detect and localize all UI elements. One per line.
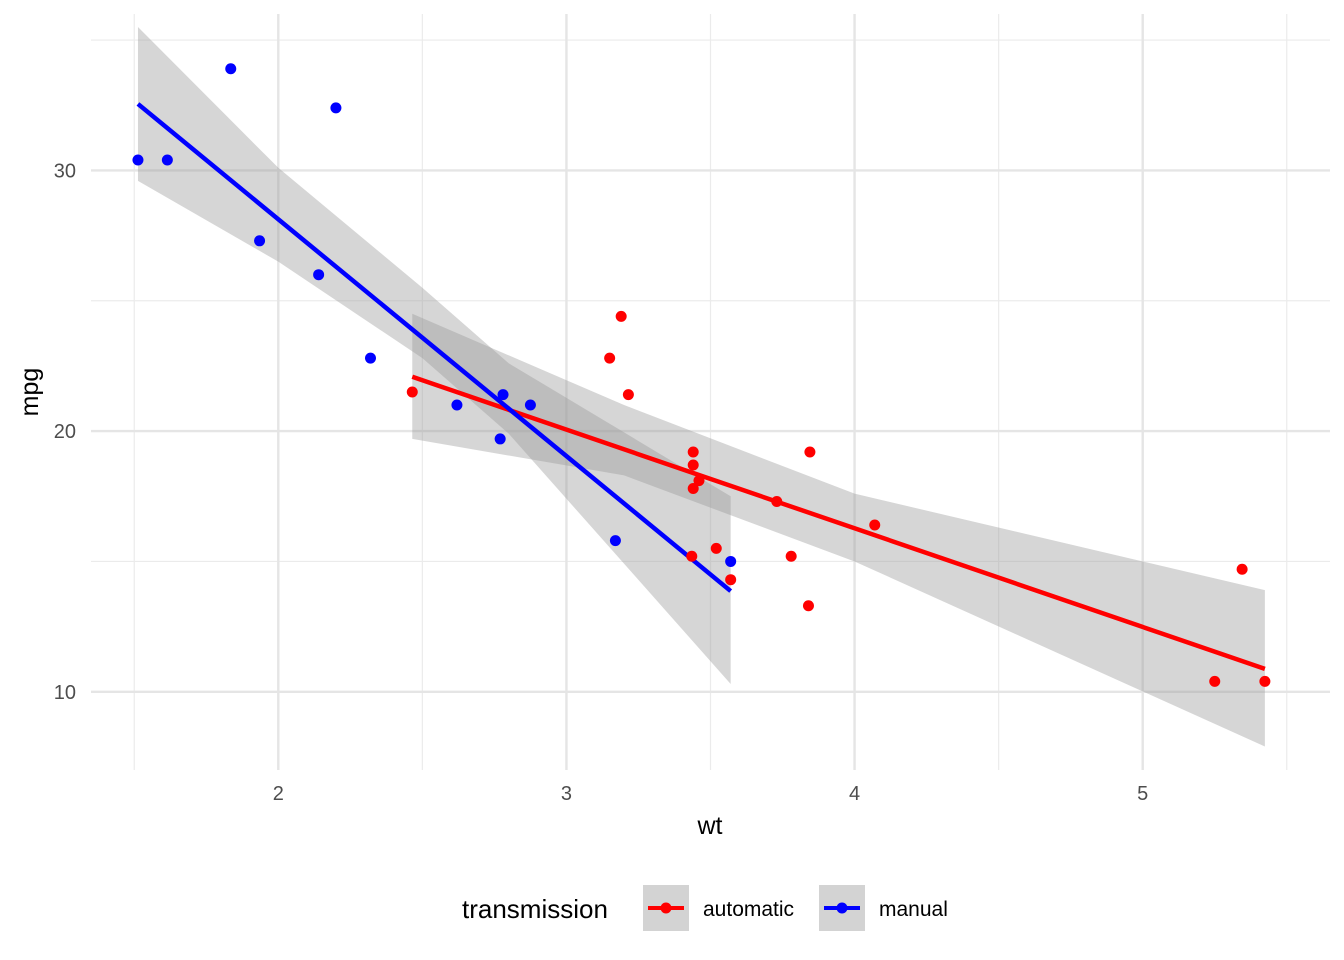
legend-item-manual: manual	[819, 885, 948, 931]
minor-gridlines	[91, 14, 1330, 770]
point-automatic	[622, 389, 634, 401]
legend-key-point-automatic	[660, 902, 672, 914]
point-automatic	[725, 574, 737, 586]
y-tick-label: 20	[54, 421, 76, 443]
point-manual	[132, 154, 144, 166]
ci-band-automatic	[412, 313, 1265, 747]
point-automatic	[1259, 675, 1271, 687]
point-automatic	[615, 310, 627, 322]
y-tick-label: 10	[54, 682, 76, 704]
confidence-bands	[137, 27, 1265, 747]
major-gridlines	[91, 14, 1330, 770]
point-automatic	[687, 482, 699, 494]
y-tick-label: 30	[54, 160, 76, 182]
point-automatic	[785, 550, 797, 562]
x-tick-label: 5	[1137, 783, 1148, 805]
data-points	[132, 63, 1271, 687]
legend-item-automatic: automatic	[643, 885, 794, 931]
legend-label-manual: manual	[879, 898, 948, 921]
point-automatic	[771, 495, 783, 507]
point-automatic	[687, 459, 699, 471]
y-tick-labels: 10 20 30	[54, 160, 76, 703]
x-tick-label: 4	[849, 783, 860, 805]
point-automatic	[687, 446, 699, 458]
point-automatic	[686, 550, 698, 562]
point-manual	[161, 154, 173, 166]
x-axis-title: wt	[697, 812, 723, 840]
fit-lines	[136, 102, 1266, 671]
point-automatic	[710, 542, 722, 554]
point-manual	[451, 399, 463, 411]
point-manual	[497, 389, 509, 401]
point-automatic	[869, 519, 881, 531]
point-manual	[609, 535, 621, 547]
legend-label-automatic: automatic	[703, 898, 794, 921]
point-manual	[524, 399, 536, 411]
point-automatic	[604, 352, 616, 364]
point-manual	[364, 352, 376, 364]
legend-key-point-manual	[836, 902, 848, 914]
legend-title: transmission	[462, 894, 608, 924]
point-manual	[254, 235, 266, 247]
y-axis-title: mpg	[16, 368, 44, 417]
x-tick-labels: 2 3 4 5	[273, 783, 1149, 805]
point-automatic	[693, 475, 705, 487]
point-manual	[313, 269, 325, 281]
x-tick-label: 3	[561, 783, 572, 805]
fit-line-automatic	[411, 374, 1266, 671]
point-automatic	[1236, 563, 1248, 575]
point-manual	[330, 102, 342, 114]
point-manual	[225, 63, 237, 75]
point-automatic	[406, 386, 418, 398]
x-tick-label: 2	[273, 783, 284, 805]
point-automatic	[804, 446, 816, 458]
point-manual	[494, 433, 506, 445]
point-automatic	[802, 600, 814, 612]
fit-line-manual	[136, 102, 733, 593]
point-automatic	[1209, 675, 1221, 687]
legend: transmission automatic manual	[462, 885, 948, 931]
point-manual	[725, 555, 737, 567]
ci-band-manual	[137, 27, 731, 684]
